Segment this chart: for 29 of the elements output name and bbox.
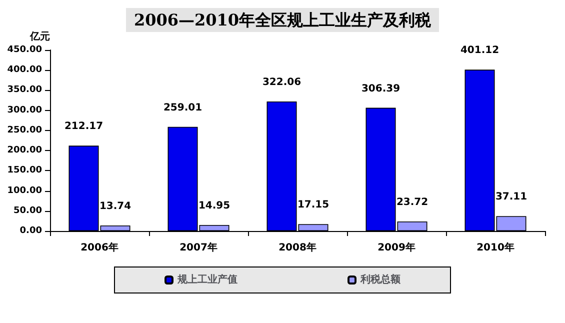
legend-label: 规上工业产值 <box>176 274 238 286</box>
y-tick-label: 350.00 <box>7 85 42 96</box>
y-tick-label: 450.00 <box>7 45 42 55</box>
data-label: 37.11 <box>495 192 528 203</box>
x-tick-label: 2006年 <box>80 242 118 254</box>
x-tick-label: 2007年 <box>180 242 218 254</box>
data-label: 259.01 <box>163 102 202 114</box>
data-label: 212.17 <box>64 121 104 132</box>
chart-title: 2006—2010年全区规上工业生产及利税 <box>134 10 432 30</box>
data-label: 306.39 <box>361 83 400 94</box>
y-axis-title: 亿元 <box>29 30 50 42</box>
data-label: 17.15 <box>297 200 330 211</box>
y-tick-label: 200.00 <box>7 146 42 156</box>
legend-label: 利税总额 <box>360 274 402 286</box>
y-tick-label: 150.00 <box>7 166 42 176</box>
x-tick-label: 2008年 <box>278 242 316 254</box>
x-tick-label: 2010年 <box>476 242 514 254</box>
data-label: 401.12 <box>460 45 500 56</box>
x-tick-label: 2009年 <box>378 242 416 254</box>
data-label: 23.72 <box>396 196 428 208</box>
y-tick-label: 100.00 <box>7 186 42 196</box>
y-tick-label: 0.00 <box>20 226 42 236</box>
data-label: 14.95 <box>198 200 230 212</box>
y-tick-label: 50.00 <box>14 206 42 216</box>
data-label: 322.06 <box>262 76 302 88</box>
data-label: 13.74 <box>99 200 132 212</box>
y-tick-label: 400.00 <box>7 65 42 76</box>
y-tick-label: 250.00 <box>7 125 42 136</box>
y-tick-label: 300.00 <box>7 105 42 116</box>
